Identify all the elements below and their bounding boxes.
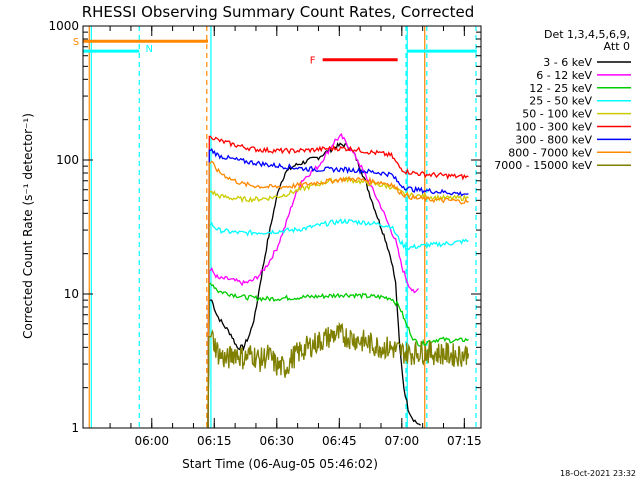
x-tick-label-3: 06:45: [322, 434, 357, 448]
y-tick-label-0: 1: [71, 421, 79, 435]
legend-label-0: 3 - 6 keV: [543, 56, 592, 69]
legend-header-attenuator: Att 0: [604, 40, 630, 53]
legend-label-7: 800 - 7000 keV: [508, 146, 592, 159]
legend-label-5: 100 - 300 keV: [515, 121, 592, 134]
x-tick-label-0: 06:00: [134, 434, 169, 448]
x-tick-label-4: 07:00: [385, 434, 420, 448]
plot-area: [83, 26, 477, 428]
render-timestamp: 18-Oct-2021 23:32: [560, 469, 636, 478]
series-line-0: [207, 142, 422, 428]
y-tick-label-1: 10: [64, 287, 79, 301]
legend-label-3: 25 - 50 keV: [529, 95, 592, 108]
series-line-6: [207, 148, 469, 428]
series-line-8: [207, 321, 470, 428]
series-line-1: [207, 133, 419, 428]
legend-label-8: 7000 - 15000 keV: [494, 159, 592, 172]
legend-label-4: 50 - 100 keV: [522, 108, 592, 121]
legend-label-1: 6 - 12 keV: [536, 69, 592, 82]
series-line-3: [207, 218, 469, 428]
x-tick-label-5: 07:15: [447, 434, 482, 448]
legend-label-2: 12 - 25 keV: [529, 82, 592, 95]
legend-label-6: 300 - 800 keV: [515, 133, 592, 146]
series-line-2: [207, 282, 469, 428]
x-axis-label: Start Time (06-Aug-05 05:46:02): [182, 457, 378, 471]
plot-frame: [82, 25, 482, 429]
flag-label-f: F: [310, 56, 316, 67]
axis-ticks: 1 10 100 1000 06:00 06:15 06:30 06:45 07:00 07:15: [48, 19, 481, 448]
flag-label-s: S: [73, 37, 79, 48]
flag-label-n: N: [146, 44, 153, 55]
chart-title: RHESSI Observing Summary Count Rates, Co…: [82, 3, 475, 21]
series-line-5: [207, 135, 469, 428]
y-tick-label-3: 1000: [48, 19, 79, 33]
x-tick-label-1: 06:15: [197, 434, 232, 448]
y-tick-label-2: 100: [56, 153, 79, 167]
series-line-7: [207, 160, 469, 428]
legend-header-detectors: Det 1,3,4,5,6,9,: [544, 28, 630, 41]
x-tick-label-2: 06:30: [259, 434, 294, 448]
y-axis-label: Corrected Count Rate (s⁻¹ detector⁻¹): [21, 113, 35, 339]
